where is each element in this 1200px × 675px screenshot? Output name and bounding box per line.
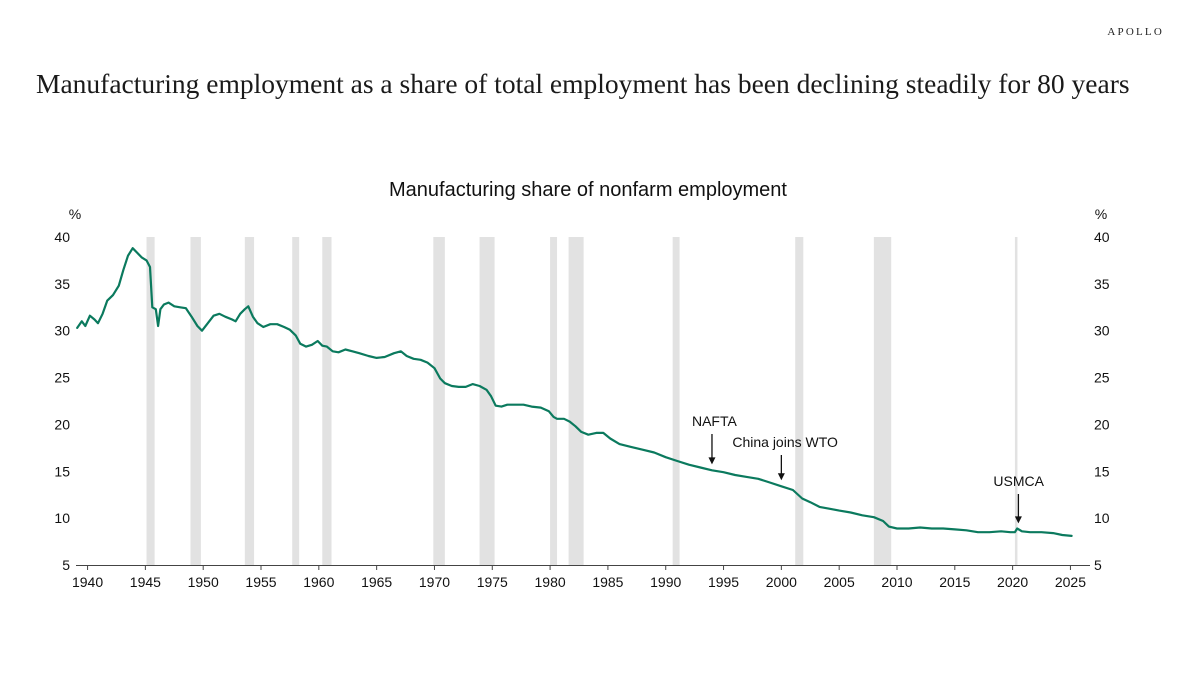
y-tick-label-left: 20 <box>54 416 70 432</box>
axes: 1940 1945 1950 1955 1960 1965 1970 1975 1980 1985… <box>54 229 1109 590</box>
y-tick-label-right: 35 <box>1094 276 1110 292</box>
annotation-label-wto: China joins WTO <box>732 434 838 450</box>
recession-band <box>244 237 255 565</box>
recession-band <box>146 237 155 565</box>
annotation-arrow-head <box>708 457 716 465</box>
x-tick-label: 1965 <box>361 574 392 590</box>
recession-band <box>190 237 201 565</box>
x-tick-label: 2020 <box>997 574 1028 590</box>
x-tick-label: 1985 <box>592 574 623 590</box>
x-tick-label: 1990 <box>650 574 681 590</box>
annotation-label-usmca: USMCA <box>993 473 1044 489</box>
recession-band <box>550 237 558 565</box>
series-layer <box>76 247 1073 537</box>
x-tick-label: 1940 <box>72 574 103 590</box>
annotation-label-nafta: NAFTA <box>692 413 738 429</box>
y-tick-label-right: 20 <box>1094 416 1110 432</box>
y-tick-label-left: 40 <box>54 229 70 245</box>
y-tick-label-right: 40 <box>1094 229 1110 245</box>
annotations: NAFTA China joins WTO USMCA <box>692 413 1045 524</box>
recession-band <box>568 237 584 565</box>
y-tick-label-left: 15 <box>54 463 70 479</box>
x-tick-label: 1960 <box>303 574 334 590</box>
x-tick-label: 1980 <box>535 574 566 590</box>
annotation-arrow-head <box>1014 516 1022 524</box>
recession-band <box>873 237 892 565</box>
recession-band <box>322 237 332 565</box>
y-tick-label-right: 5 <box>1094 557 1102 573</box>
y-tick-label-right: 15 <box>1094 463 1110 479</box>
x-tick-label: 1955 <box>245 574 276 590</box>
y-tick-label-right: 10 <box>1094 510 1110 526</box>
y-tick-label-right: 30 <box>1094 323 1110 339</box>
y-tick-label-left: 35 <box>54 276 70 292</box>
x-tick-label: 1950 <box>188 574 219 590</box>
x-tick-label: 1975 <box>477 574 508 590</box>
series-line <box>76 247 1073 537</box>
annotation-arrow-head <box>777 473 785 481</box>
x-tick-label: 1970 <box>419 574 450 590</box>
x-tick-label: 2005 <box>824 574 855 590</box>
y-tick-label-left: 5 <box>62 557 70 573</box>
y-tick-label-right: 25 <box>1094 370 1110 386</box>
recession-band <box>433 237 445 565</box>
x-tick-label: 1945 <box>130 574 161 590</box>
chart-title: Manufacturing share of nonfarm employmen… <box>389 179 787 201</box>
brand-logo: APOLLO <box>1107 26 1164 38</box>
y-axis-right-unit: % <box>1095 206 1107 222</box>
x-tick-label: 2025 <box>1055 574 1086 590</box>
y-tick-label-left: 30 <box>54 323 70 339</box>
recession-band <box>479 237 495 565</box>
y-tick-label-left: 10 <box>54 510 70 526</box>
recession-shading <box>146 237 1018 565</box>
y-axis-left-unit: % <box>69 206 81 222</box>
recession-band <box>672 237 680 565</box>
x-tick-label: 2010 <box>881 574 912 590</box>
recession-band <box>1014 237 1018 565</box>
recession-band <box>292 237 300 565</box>
x-tick-label: 1995 <box>708 574 739 590</box>
y-tick-label-left: 25 <box>54 370 70 386</box>
recession-band <box>795 237 804 565</box>
page-headline: Manufacturing employment as a share of t… <box>36 68 1130 99</box>
x-tick-label: 2015 <box>939 574 970 590</box>
x-tick-label: 2000 <box>766 574 797 590</box>
